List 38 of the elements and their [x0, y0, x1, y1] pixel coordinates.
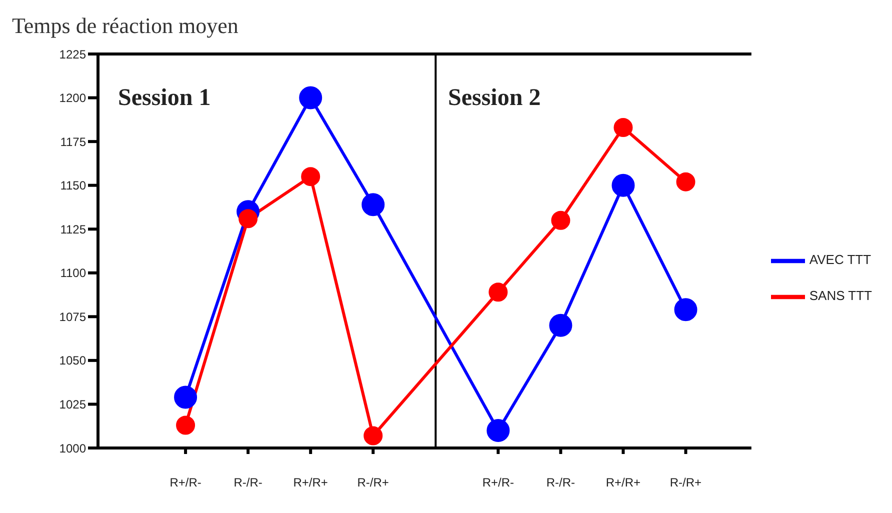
y-tick-label: 1125 [60, 222, 86, 236]
point [301, 167, 320, 186]
x-tick-label: R+/R+ [606, 476, 641, 490]
point [174, 386, 198, 409]
point [674, 298, 698, 322]
x-tick-label: R-/R- [234, 476, 262, 490]
x-tick-label: R+/R+ [293, 476, 328, 490]
y-tick-label: 1100 [60, 266, 86, 280]
x-tick-label: R-/R- [546, 476, 576, 490]
x-tick-label: R+/R- [170, 476, 202, 490]
point [612, 174, 635, 197]
annotation: Session 2 [448, 85, 541, 112]
point [549, 314, 572, 337]
y-tick-label: 1200 [59, 91, 86, 106]
point [238, 209, 258, 228]
y-tick-label: 1175 [60, 134, 86, 149]
point [614, 118, 633, 138]
y-tick-label: 1000 [59, 441, 86, 456]
annotation: Session 1 [118, 85, 211, 112]
legend-label: AVEC TTT [809, 252, 872, 267]
y-tick-label: 1225 [59, 47, 86, 62]
point [299, 86, 322, 110]
y-tick-label: 1075 [59, 310, 86, 324]
point [551, 210, 570, 230]
point [176, 416, 196, 435]
point [486, 418, 510, 442]
point [488, 282, 508, 302]
x-tick-label: R-/R+ [670, 476, 702, 490]
point [364, 426, 383, 446]
chart-title: Temps de réaction moyen [11, 12, 240, 40]
y-tick-label: 1025 [59, 397, 86, 412]
point [676, 172, 696, 192]
x-tick-label: R+/R- [482, 476, 514, 490]
point [362, 193, 385, 216]
x-tick-label: R-/R+ [357, 476, 389, 490]
y-tick-label: 1150 [60, 178, 86, 193]
y-tick-label: 1050 [59, 354, 86, 368]
legend-label: SANS TTT [809, 288, 872, 303]
